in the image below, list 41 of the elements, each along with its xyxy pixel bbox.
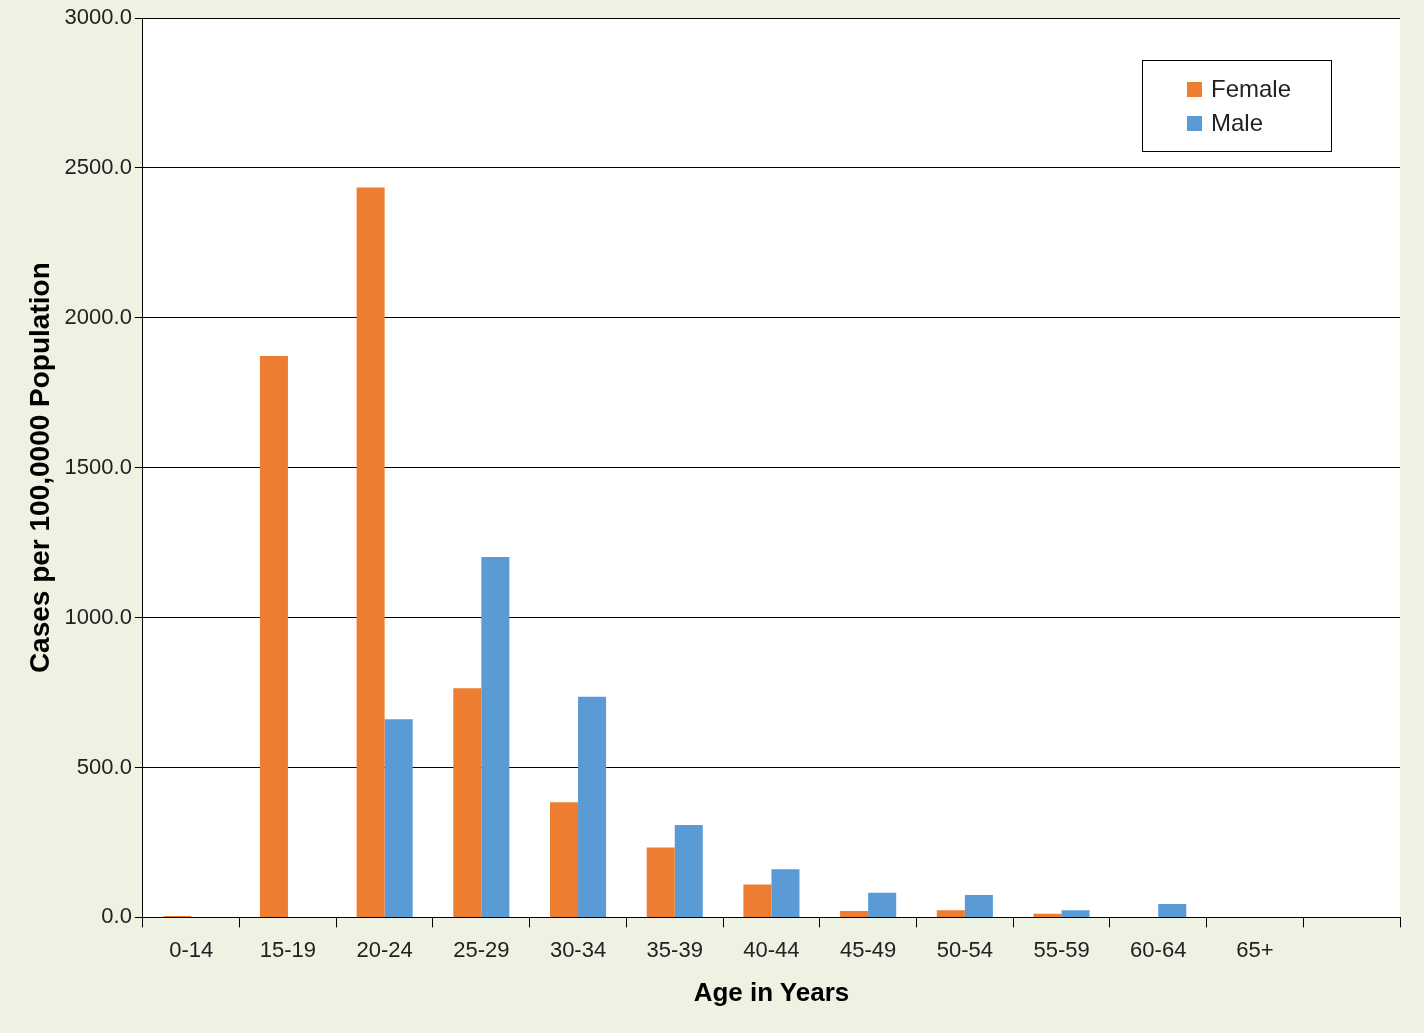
bar	[1033, 913, 1062, 917]
x-tick-label: 15-19	[259, 936, 317, 962]
x-tick-label: 25-29	[453, 936, 510, 962]
bar	[1061, 910, 1090, 917]
x-tick-label: 50-54	[936, 936, 993, 962]
x-tick-label: 65+	[1236, 936, 1274, 962]
bar	[259, 355, 288, 917]
y-tick-label: 1500.0	[64, 453, 132, 479]
y-tick-label: 1000.0	[64, 603, 132, 629]
x-tick-label: 60-64	[1130, 936, 1187, 962]
bar	[964, 894, 993, 917]
y-tick-label: 3000.0	[64, 4, 132, 30]
bar	[771, 869, 800, 917]
x-tick-label: 20-24	[356, 936, 413, 962]
x-tick-label: 0-14	[169, 936, 214, 962]
y-tick-label: 2000.0	[64, 303, 132, 329]
bar	[384, 719, 413, 917]
x-tick-label: 55-59	[1033, 936, 1090, 962]
y-axis-title: Cases per 100,0000 Population	[23, 262, 55, 674]
x-tick-label: 40-44	[743, 936, 800, 962]
y-tick-label: 0.0	[101, 903, 132, 929]
y-tick-label: 500.0	[76, 753, 132, 779]
bar	[743, 884, 772, 917]
bar	[674, 825, 703, 917]
x-axis-title: Age in Years	[693, 976, 850, 1007]
legend-label: Female	[1210, 75, 1291, 103]
x-tick-label: 45-49	[840, 936, 897, 962]
bar	[453, 688, 482, 917]
legend-label: Male	[1210, 109, 1263, 137]
x-tick-label: 35-39	[646, 936, 703, 962]
bar	[550, 802, 579, 917]
bar	[578, 696, 607, 917]
bar	[936, 910, 965, 917]
bar	[356, 187, 385, 917]
y-tick-label: 2500.0	[64, 153, 132, 179]
bar	[481, 557, 510, 917]
bar	[1158, 903, 1187, 917]
x-tick-label: 30-34	[549, 936, 607, 962]
bar	[646, 847, 675, 917]
bar	[868, 892, 897, 917]
bar	[840, 911, 869, 917]
